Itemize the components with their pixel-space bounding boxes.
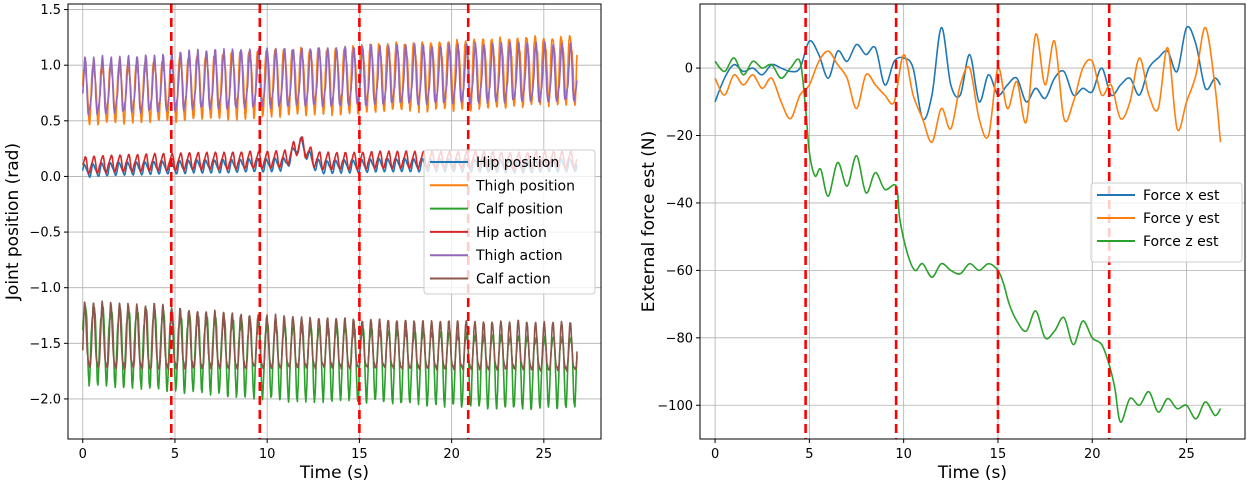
y-tick-label: −20 <box>666 129 693 144</box>
legend-label: Hip action <box>476 225 547 241</box>
right-x-ticks: 0 5 10 15 20 25 <box>711 439 1195 462</box>
y-tick-label: −80 <box>666 331 693 346</box>
legend-label: Calf action <box>476 272 551 288</box>
right-legend: Force x est Force y est Force z est <box>1090 182 1243 263</box>
joint-position-chart: 0 5 10 15 20 25 −2.0−1.5−1.0−0.50.00.51.01.5 … <box>3 3 602 483</box>
x-tick-label: 25 <box>536 447 553 462</box>
y-tick-label: −0.5 <box>29 226 61 241</box>
x-tick-label: 20 <box>1084 447 1101 462</box>
y-tick-label: −2.0 <box>29 392 61 407</box>
series-line-force-y-est <box>714 26 1222 144</box>
legend-box <box>1090 182 1243 263</box>
left-x-axis-label: Time (s) <box>299 463 369 483</box>
x-tick-label: 25 <box>1178 447 1195 462</box>
y-tick-label: −1.0 <box>29 281 61 296</box>
series-line-force-x-est <box>714 25 1222 121</box>
x-tick-label: 15 <box>990 447 1007 462</box>
series-line-calf-action <box>81 300 578 372</box>
y-tick-label: 0.5 <box>40 114 61 129</box>
left-y-axis-label: Joint position (rad) <box>3 143 23 301</box>
legend-label: Thigh action <box>475 248 563 264</box>
legend-label: Thigh position <box>475 178 575 194</box>
legend-label: Force x est <box>1143 188 1220 204</box>
external-force-chart: 0 5 10 15 20 25 −100 −80 −60 −40 −20 0 Time (s) Ex… <box>639 3 1246 483</box>
y-tick-label: 0 <box>685 62 693 77</box>
x-tick-label: 10 <box>259 447 276 462</box>
x-tick-label: 0 <box>79 447 87 462</box>
left-x-ticks: 0 5 10 15 20 25 <box>79 439 552 462</box>
right-y-axis-label: External force est (N) <box>639 131 659 313</box>
left-y-ticks: −2.0 −1.5 −1.0 −0.5 0.0 0.5 1.0 1.5 <box>29 3 68 407</box>
left-plot-frame <box>67 3 602 440</box>
x-tick-label: 5 <box>171 447 179 462</box>
y-tick-label: 0.0 <box>40 170 61 185</box>
y-tick-label: −60 <box>666 264 693 279</box>
right-plot-frame <box>699 3 1246 440</box>
x-tick-label: 5 <box>805 447 813 462</box>
right-y-ticks: −100 −80 −60 −40 −20 0 <box>657 62 700 414</box>
legend-label: Force z est <box>1143 234 1219 250</box>
left-legend: Hip position Thigh position Calf position H… <box>423 149 596 295</box>
x-tick-label: 20 <box>443 447 460 462</box>
y-tick-label: −1.5 <box>29 337 61 352</box>
y-tick-label: −100 <box>657 399 693 414</box>
right-x-axis-label: Time (s) <box>937 463 1007 483</box>
right-phase-markers <box>804 4 1111 439</box>
x-tick-label: 0 <box>711 447 719 462</box>
x-tick-label: 15 <box>351 447 368 462</box>
y-tick-label: 1.5 <box>40 3 61 18</box>
series-line-thigh-action <box>81 40 578 116</box>
y-tick-label: −40 <box>666 196 693 211</box>
legend-label: Calf position <box>476 202 563 218</box>
y-tick-label: 1.0 <box>40 59 61 74</box>
x-tick-label: 10 <box>895 447 912 462</box>
legend-label: Force y est <box>1143 211 1220 227</box>
legend-label: Hip position <box>476 155 559 171</box>
